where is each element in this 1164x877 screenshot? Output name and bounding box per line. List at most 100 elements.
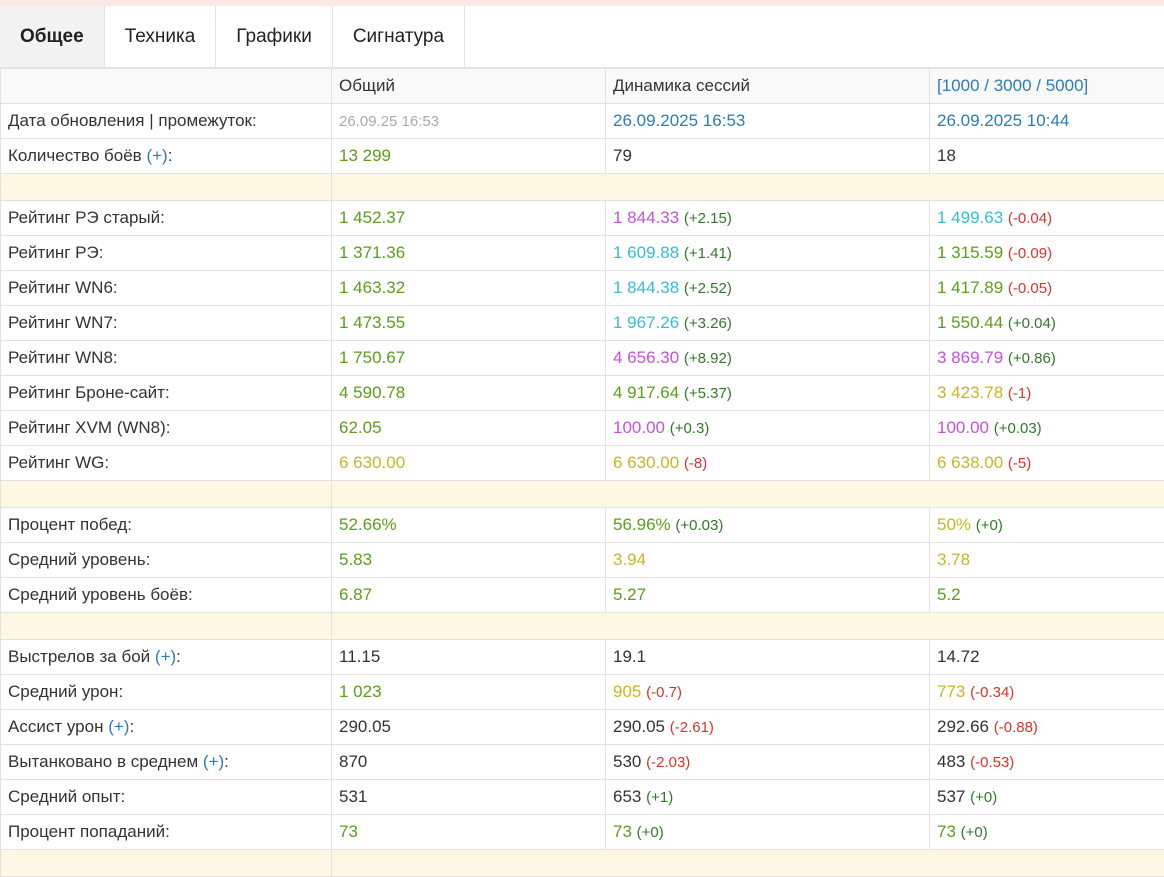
value: 11.15 <box>339 647 380 666</box>
row-label-cell: Средний уровень боёв: <box>1 578 332 613</box>
value-cell: 530 (-2.03) <box>606 745 930 780</box>
row-label-cell: Дата обновления | промежуток: <box>1 104 332 139</box>
delta: (+0) <box>961 824 988 841</box>
value: 52.66% <box>339 515 397 534</box>
separator-cell <box>1 613 332 640</box>
value-cell: 3.78 <box>930 543 1164 578</box>
delta: (+0) <box>637 824 664 841</box>
separator-cell <box>1 850 332 877</box>
value: 4 656.30 <box>613 348 679 367</box>
delta: (+3.26) <box>684 315 732 332</box>
value-cell: 290.05 <box>332 710 606 745</box>
row-label: Рейтинг РЭ: <box>8 243 103 262</box>
value: 4 917.64 <box>613 383 679 402</box>
value-cell: 6 630.00 <box>332 446 606 481</box>
value-cell: 1 452.37 <box>332 201 606 236</box>
expand-plus-link[interactable]: (+) <box>203 752 224 771</box>
value-cell: 3.94 <box>606 543 930 578</box>
value-cell: 4 656.30 (+8.92) <box>606 341 930 376</box>
value-cell: 1 315.59 (-0.09) <box>930 236 1164 271</box>
table-row: Вытанковано в среднем (+): 870 530 (-2.03)… <box>1 745 1164 780</box>
delta: (-0.7) <box>646 684 682 701</box>
value-cell: 773 (-0.34) <box>930 675 1164 710</box>
column-header <box>1 69 332 104</box>
row-label: Ассист урон <box>8 717 103 736</box>
value: 1 371.36 <box>339 243 405 262</box>
row-label: Рейтинг Броне-сайт: <box>8 383 170 402</box>
value-cell: 1 473.55 <box>332 306 606 341</box>
value: 1 452.37 <box>339 208 405 227</box>
value-cell: 6.87 <box>332 578 606 613</box>
row-label: Рейтинг WN6: <box>8 278 118 297</box>
value-cell: 5.27 <box>606 578 930 613</box>
value-cell: 1 023 <box>332 675 606 710</box>
row-label: Дата обновления | промежуток: <box>8 111 257 130</box>
delta: (-0.88) <box>994 719 1038 736</box>
value-cell: 13 299 <box>332 139 606 174</box>
section-separator <box>1 481 1164 508</box>
row-label: Процент попаданий: <box>8 822 170 841</box>
row-label-cell: Рейтинг РЭ: <box>1 236 332 271</box>
value: 483 <box>937 752 965 771</box>
row-label-cell: Рейтинг WG: <box>1 446 332 481</box>
value-cell: 79 <box>606 139 930 174</box>
row-label-cell: Рейтинг WN7: <box>1 306 332 341</box>
delta: (+0.04) <box>1008 315 1056 332</box>
value: 26.09.2025 16:53 <box>613 111 745 130</box>
value: 531 <box>339 787 367 806</box>
value-cell: 1 967.26 (+3.26) <box>606 306 930 341</box>
value-cell: 1 463.32 <box>332 271 606 306</box>
row-label: Рейтинг РЭ старый: <box>8 208 165 227</box>
value: 73 <box>339 822 358 841</box>
value: 79 <box>613 146 632 165</box>
section-separator <box>1 174 1164 201</box>
separator-cell <box>1 481 332 508</box>
value-cell: 62.05 <box>332 411 606 446</box>
expand-plus-link[interactable]: (+) <box>108 717 129 736</box>
value: 290.05 <box>339 717 391 736</box>
value-cell: 905 (-0.7) <box>606 675 930 710</box>
tab-3[interactable]: Сигнатура <box>333 6 465 67</box>
delta: (+0.03) <box>675 517 723 534</box>
row-label-cell: Вытанковано в среднем (+): <box>1 745 332 780</box>
expand-plus-link[interactable]: (+) <box>155 647 176 666</box>
value: 292.66 <box>937 717 989 736</box>
value: 3 423.78 <box>937 383 1003 402</box>
value: 5.2 <box>937 585 961 604</box>
row-label-cell: Выстрелов за бой (+): <box>1 640 332 675</box>
delta: (-0.05) <box>1008 280 1052 297</box>
value-cell: 11.15 <box>332 640 606 675</box>
delta: (-0.53) <box>970 754 1014 771</box>
value: 1 417.89 <box>937 278 1003 297</box>
delta: (+2.15) <box>684 210 732 227</box>
value-cell: 1 550.44 (+0.04) <box>930 306 1164 341</box>
value: 56.96% <box>613 515 671 534</box>
value-cell: 18 <box>930 139 1164 174</box>
value-cell: 100.00 (+0.3) <box>606 411 930 446</box>
period-selector-link[interactable]: [1000 / 3000 / 5000] <box>930 69 1164 104</box>
row-label: Рейтинг WN7: <box>8 313 118 332</box>
tab-2[interactable]: Графики <box>216 6 333 67</box>
row-label-cell: Ассист урон (+): <box>1 710 332 745</box>
value-cell: 73 <box>332 815 606 850</box>
row-label-cell: Средний урон: <box>1 675 332 710</box>
value: 1 315.59 <box>937 243 1003 262</box>
value: 537 <box>937 787 965 806</box>
delta: (-0.04) <box>1008 210 1052 227</box>
value-cell: 4 917.64 (+5.37) <box>606 376 930 411</box>
value: 870 <box>339 752 367 771</box>
value: 290.05 <box>613 717 665 736</box>
row-label: Вытанковано в среднем <box>8 752 198 771</box>
expand-plus-link[interactable]: (+) <box>146 146 167 165</box>
value-cell: 56.96% (+0.03) <box>606 508 930 543</box>
delta: (+2.52) <box>684 280 732 297</box>
value-cell: 3 423.78 (-1) <box>930 376 1164 411</box>
value: 773 <box>937 682 965 701</box>
value-cell: 653 (+1) <box>606 780 930 815</box>
tab-0[interactable]: Общее <box>0 6 105 67</box>
tab-1[interactable]: Техника <box>105 6 217 67</box>
